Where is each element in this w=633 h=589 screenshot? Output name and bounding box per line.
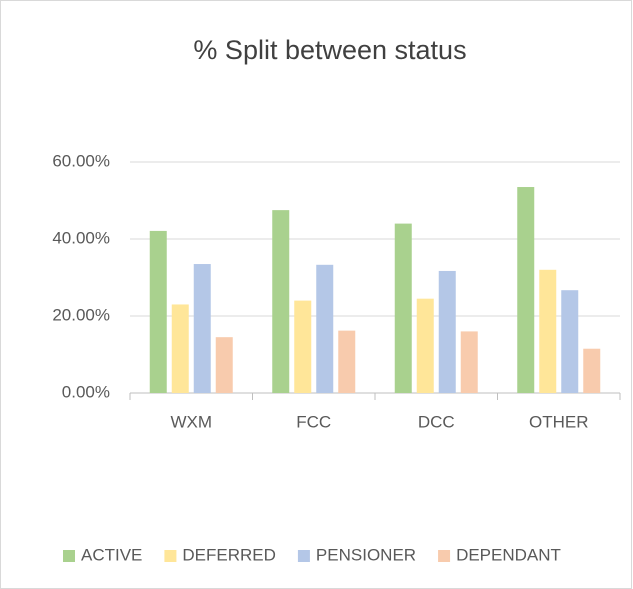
y-tick-label: 20.00%	[52, 305, 110, 324]
bar	[460, 331, 478, 393]
x-tick-label: DCC	[418, 412, 455, 431]
legend-swatch	[297, 550, 310, 562]
x-tick-label: FCC	[296, 412, 331, 431]
bar	[294, 300, 312, 393]
bar	[539, 269, 557, 393]
bar	[394, 223, 412, 393]
bar	[583, 348, 601, 393]
bar	[438, 270, 456, 393]
bar	[193, 264, 211, 393]
bar	[517, 187, 535, 393]
legend-label: DEFERRED	[182, 545, 276, 564]
legend-label: DEPENDANT	[456, 545, 561, 564]
legend-swatch	[164, 550, 177, 562]
x-tick-label: OTHER	[529, 412, 589, 431]
bar	[149, 230, 167, 393]
chart-title: % Split between status	[193, 35, 466, 65]
y-tick-label: 0.00%	[62, 382, 110, 401]
bar	[316, 264, 334, 393]
legend-label: ACTIVE	[81, 545, 142, 564]
bar	[171, 304, 189, 393]
legend-swatch	[63, 550, 75, 562]
y-tick-label: 60.00%	[52, 151, 110, 170]
legend-swatch	[438, 550, 451, 562]
bar	[272, 210, 290, 393]
x-tick-label: WXM	[170, 412, 212, 431]
bar	[561, 290, 579, 393]
y-tick-label: 40.00%	[52, 228, 110, 247]
legend-label: PENSIONER	[316, 545, 416, 564]
bar	[416, 298, 434, 393]
bar	[338, 330, 356, 393]
bar	[215, 337, 233, 393]
